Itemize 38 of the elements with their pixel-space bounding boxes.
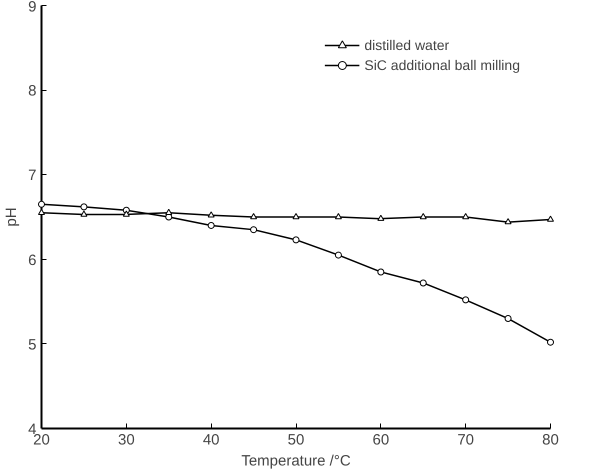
point [377, 214, 384, 221]
point [334, 213, 342, 220]
point [80, 203, 88, 210]
point [208, 211, 215, 218]
point [208, 222, 215, 229]
point [462, 213, 470, 220]
point [420, 279, 427, 286]
y-tick-label: 6 [28, 252, 36, 269]
point [292, 213, 300, 220]
x-tick-label: 60 [372, 432, 390, 448]
point [165, 208, 172, 215]
y-axis-title: pH [3, 207, 20, 227]
point [250, 213, 258, 220]
x-tick-label: 80 [542, 432, 559, 448]
point [420, 213, 427, 220]
y-tick-label: 9 [28, 0, 36, 16]
y-tick-label: 5 [28, 336, 36, 354]
point [377, 268, 384, 276]
point [122, 210, 130, 217]
x-tick-label: 40 [202, 432, 220, 448]
point [250, 226, 258, 234]
point [292, 236, 300, 244]
y-tick-label: 7 [28, 167, 36, 184]
point [547, 216, 554, 222]
y-tick-label: 8 [28, 82, 36, 100]
point [38, 200, 45, 208]
legend-label: SiC additional ball milling [364, 57, 520, 73]
point [334, 252, 342, 259]
x-axis-title: Temperature /°C [241, 452, 351, 470]
point [462, 296, 470, 304]
x-tick-label: 30 [118, 432, 135, 448]
point [547, 338, 554, 346]
x-tick-label: 50 [288, 432, 304, 448]
point [80, 210, 88, 217]
x-tick-label: 70 [457, 432, 474, 448]
legend-label: distilled water [364, 37, 450, 53]
point [504, 218, 512, 224]
point [504, 315, 512, 322]
